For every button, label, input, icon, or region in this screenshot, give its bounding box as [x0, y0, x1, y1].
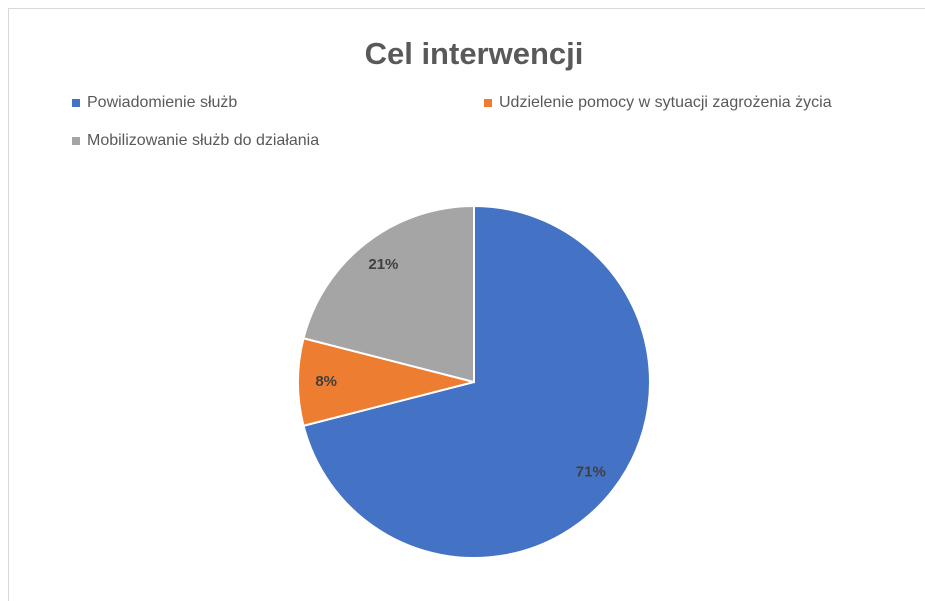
data-label: 8% — [315, 373, 337, 390]
legend-marker — [484, 99, 492, 107]
legend-label: Powiadomienie służb — [87, 94, 237, 111]
pie-slice — [297, 337, 475, 427]
data-label: 71% — [576, 464, 606, 481]
legend-label: Mobilizowanie służb do działania — [87, 132, 319, 149]
legend-label: Udzielenie pomocy w sytuacji zagrożenia … — [499, 94, 832, 111]
legend-marker — [72, 137, 80, 145]
chart-title: Cel interwencji — [365, 36, 584, 71]
legend-marker — [72, 99, 80, 107]
pie-slice — [302, 204, 475, 384]
pie-slice — [302, 204, 651, 559]
data-label: 21% — [368, 256, 398, 273]
